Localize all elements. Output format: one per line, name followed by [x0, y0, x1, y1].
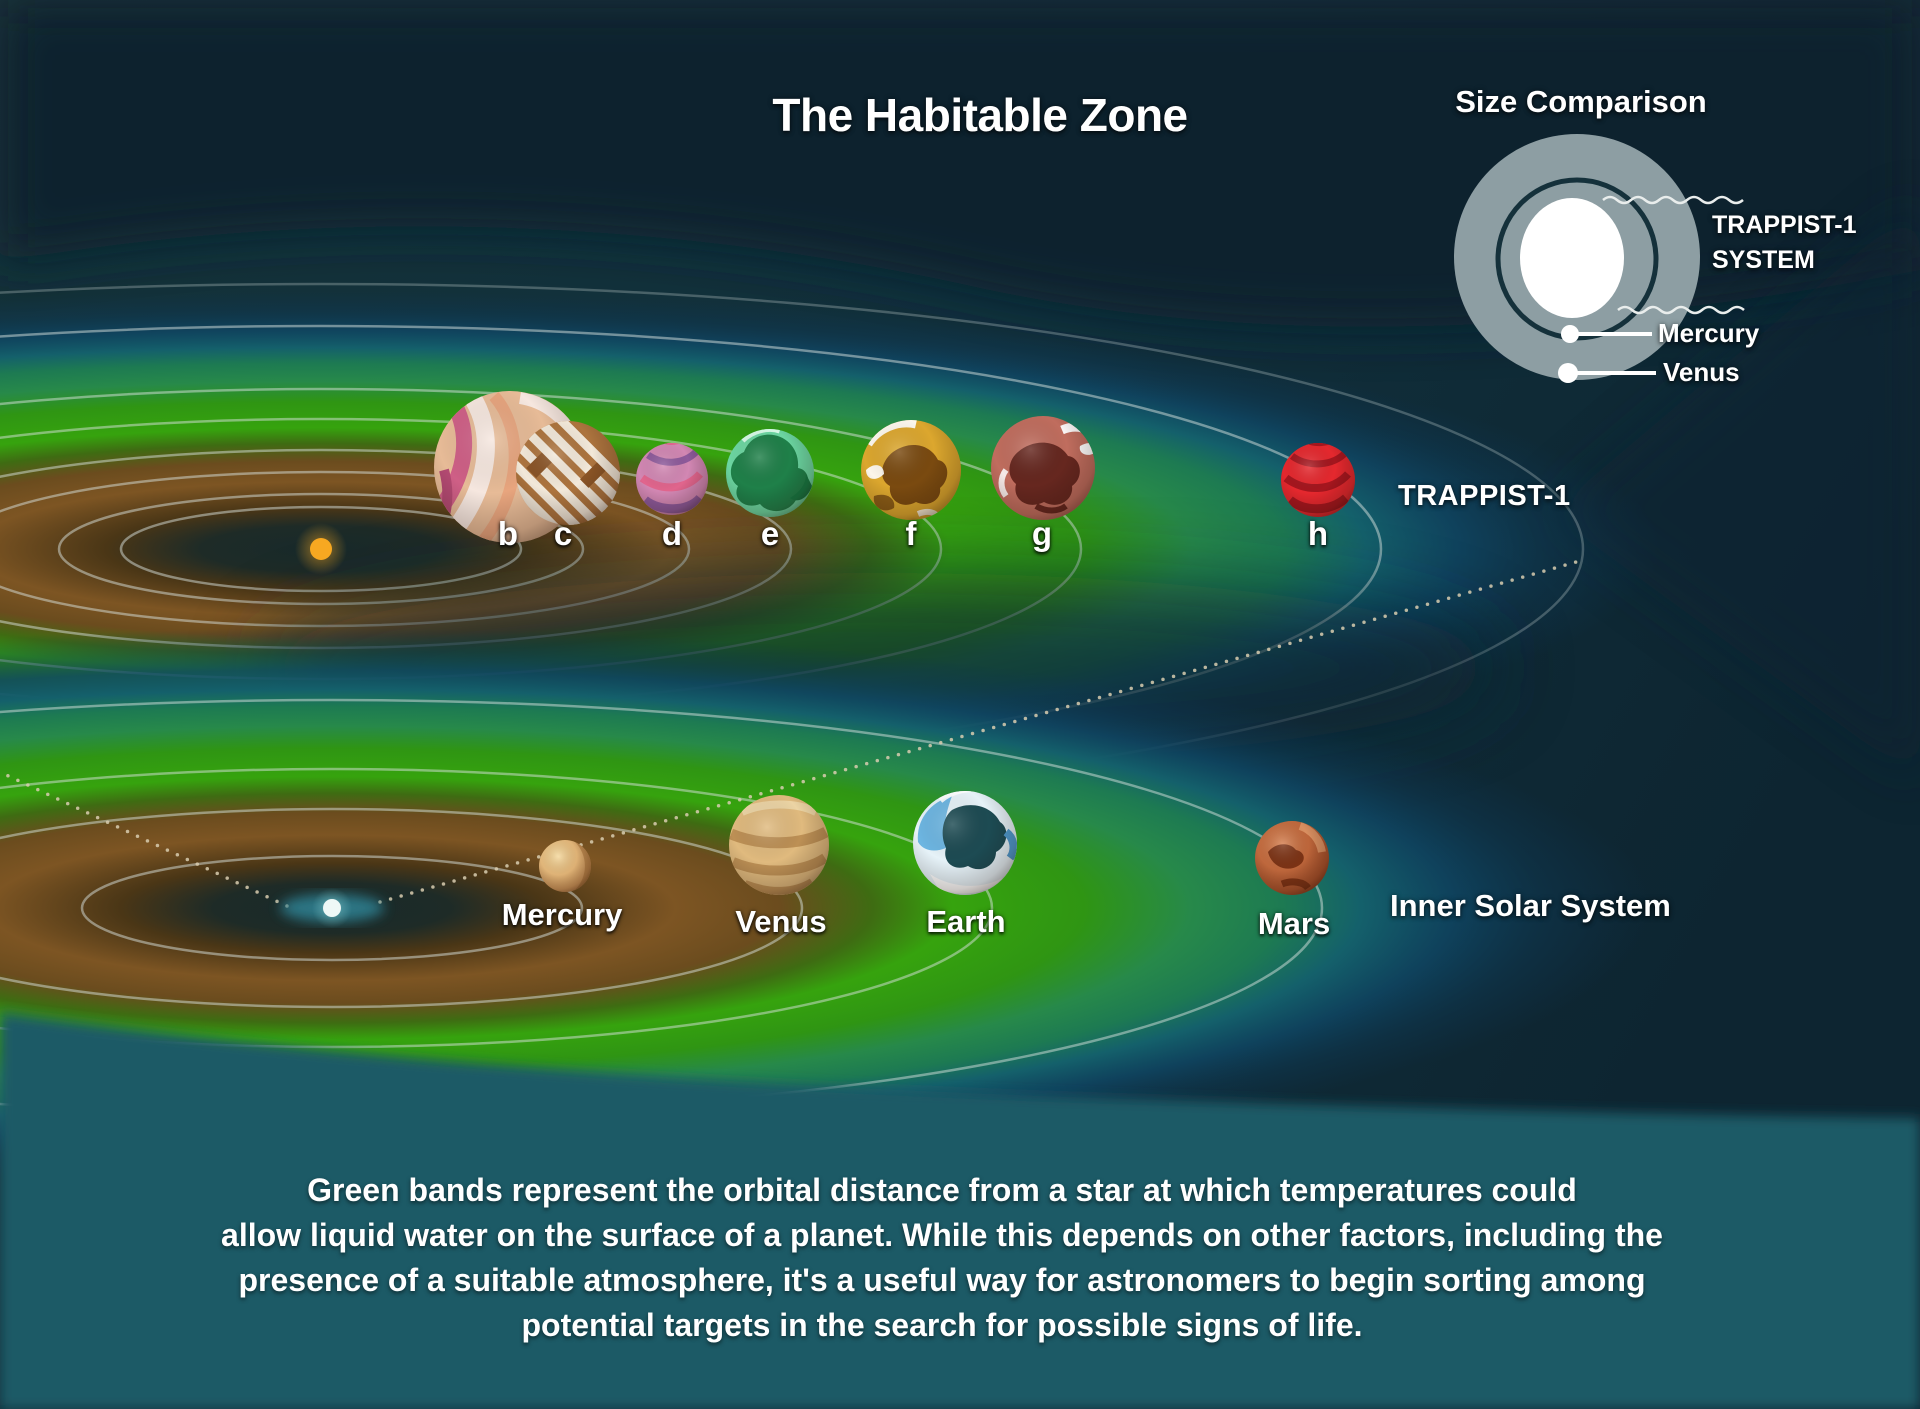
background-swooshes	[0, 0, 1920, 783]
trappist-planet-f-label: f	[905, 515, 917, 552]
trappist-planet-g-label: g	[1031, 515, 1053, 552]
caption-band	[0, 1012, 1920, 1409]
caption-line-4: potential targets in the search for poss…	[521, 1307, 1363, 1343]
inner-system-name: Inner Solar System	[1390, 888, 1671, 923]
planet-trappist-e	[726, 429, 814, 517]
planet-earth	[913, 791, 1017, 895]
scale-wedge-dotted-lines	[0, 558, 1585, 908]
trappist-planet-h-label: h	[1307, 515, 1329, 552]
planet-trappist-d	[636, 443, 708, 515]
trappist-star	[295, 523, 347, 575]
planet-mercury	[539, 840, 591, 892]
mercury-callout-line	[1561, 325, 1652, 343]
inner-planet-mercury-label: Mercury	[501, 897, 623, 932]
planet-trappist-f	[861, 420, 961, 520]
venus-callout-line	[1558, 363, 1656, 383]
size-comparison-system-label: TRAPPIST-1 SYSTEM	[1712, 208, 1856, 278]
planet-mars	[1255, 821, 1329, 895]
system-label-line1: TRAPPIST-1	[1712, 211, 1857, 239]
trappist-system-name: TRAPPIST-1	[1398, 480, 1571, 512]
caption-line-3: presence of a suitable atmosphere, it's …	[238, 1262, 1646, 1298]
trappist-planet-b-label: b	[497, 515, 519, 552]
planet-venus	[729, 795, 829, 895]
planet-trappist-h	[1281, 443, 1355, 517]
inner-planet-venus-label: Venus	[735, 904, 827, 939]
planet-trappist-g	[991, 416, 1095, 520]
trappist-planet-d-label: d	[661, 515, 683, 552]
squiggle-callout-lines	[1602, 195, 1745, 315]
trappist-planet-e-label: e	[760, 515, 780, 552]
caption-text: Green bands represent the orbital distan…	[221, 1168, 1663, 1348]
size-comparison-heading: Size Comparison	[1455, 84, 1707, 119]
size-comparison-mercury-label: Mercury	[1658, 318, 1760, 348]
caption-line-1: Green bands represent the orbital distan…	[307, 1172, 1577, 1208]
system-label-line2: SYSTEM	[1712, 246, 1815, 274]
caption-line-2: allow liquid water on the surface of a p…	[221, 1217, 1663, 1253]
inner-planet-mars-label: Mars	[1257, 906, 1331, 941]
inner-planet-earth-label: Earth	[926, 904, 1006, 939]
trappist-planet-c-label: c	[553, 515, 573, 552]
size-comparison-diagram	[1454, 134, 1745, 383]
trappist-system-blob	[1520, 198, 1624, 318]
sun	[280, 888, 384, 928]
inner-zone-bands	[0, 628, 1652, 1188]
size-comparison-venus-label: Venus	[1663, 357, 1740, 387]
page-title: The Habitable Zone	[772, 89, 1188, 141]
